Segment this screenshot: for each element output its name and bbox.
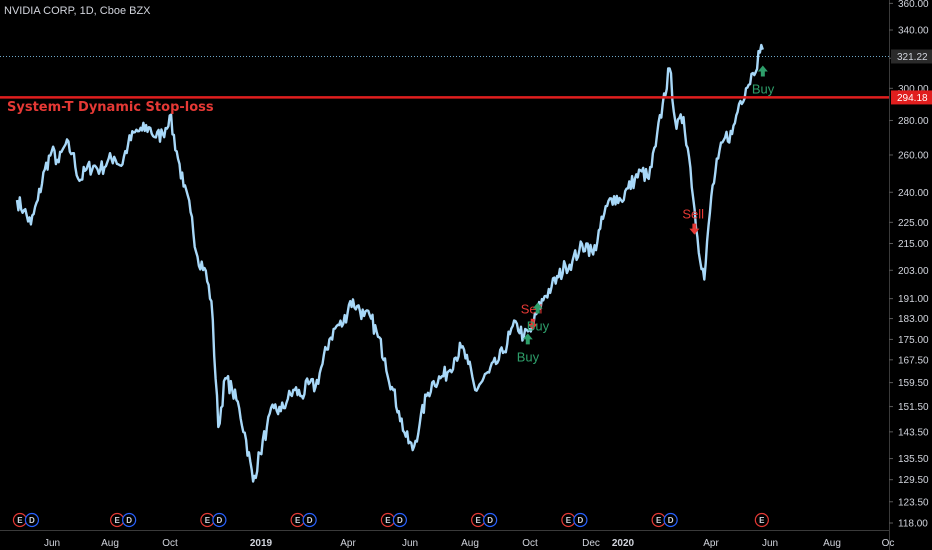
event-marker-label: E	[295, 516, 301, 525]
dividend-icon[interactable]	[212, 512, 227, 528]
event-marker-label: E	[205, 516, 211, 525]
event-marker-label: D	[216, 516, 222, 525]
last-price-tag: 321.22	[897, 52, 928, 63]
y-tick-label: 151.50	[898, 402, 929, 413]
price-tags-group: 321.22 294.18	[891, 49, 932, 105]
event-marker-label: E	[566, 516, 572, 525]
symbol-title[interactable]: NVIDIA CORP, 1D, Cboe BZX	[4, 5, 151, 17]
event-marker-label: D	[307, 516, 313, 525]
x-tick-label: 2019	[250, 538, 273, 549]
x-tick-label: Jun	[44, 538, 60, 549]
earnings-icon[interactable]	[754, 512, 769, 528]
y-tick-label: 260.00	[898, 150, 929, 161]
price-series-group	[15, 43, 764, 483]
y-tick-label: 123.50	[898, 497, 929, 508]
dividend-icon[interactable]	[24, 512, 40, 528]
event-marker-label: D	[126, 516, 132, 525]
buy-arrow-icon	[532, 302, 543, 314]
event-marker-label: D	[487, 516, 493, 525]
sell-arrow-icon	[527, 318, 538, 330]
x-tick-label: Aug	[823, 538, 841, 549]
y-tick-label: 240.00	[898, 188, 929, 199]
stop-loss-tag: 294.18	[897, 93, 928, 104]
event-marker-label: E	[475, 516, 481, 525]
level-lines-group	[0, 55, 889, 99]
dividend-icon[interactable]	[483, 512, 498, 528]
sell-arrow-icon	[689, 223, 700, 235]
y-tick-label: 167.50	[898, 355, 929, 366]
x-tick-label: Dec	[582, 538, 600, 549]
event-marker-label: D	[397, 516, 403, 525]
x-tick-label: Oct	[162, 538, 178, 549]
stop-loss-tag-bg	[891, 90, 932, 105]
x-tick-label: Aug	[461, 538, 479, 549]
x-tick-label: Oct	[522, 538, 538, 549]
event-marker-label: D	[29, 516, 35, 525]
y-tick-label: 135.50	[898, 454, 929, 465]
dividend-icon[interactable]	[573, 512, 588, 528]
stop-loss-annotation: System-T Dynamic Stop-loss	[7, 100, 214, 115]
x-axis[interactable]: Jun Aug Oct 2019 Apr Jun Aug Oct Dec 2020 Apr Jun Au…	[44, 538, 894, 549]
last-price-tag-bg	[891, 49, 932, 64]
y-tick-label: 340.00	[898, 26, 929, 37]
x-tick-label: 2020	[612, 538, 635, 549]
y-tick-label: 159.50	[898, 378, 929, 389]
y-tick-label: 360.00	[898, 0, 929, 10]
sell-signal-label: Sell	[682, 207, 704, 222]
dividend-icon[interactable]	[302, 512, 317, 528]
buy-arrow-icon	[757, 65, 768, 77]
y-tick-label: 225.00	[898, 218, 929, 229]
buy-arrow-icon	[522, 333, 533, 345]
y-tick-label: 203.00	[898, 266, 929, 277]
event-marker-label: E	[114, 516, 120, 525]
y-tick-label: 300.00	[898, 84, 929, 95]
buy-signal-label: Buy	[527, 319, 550, 334]
y-tick-label: 191.00	[898, 294, 929, 305]
y-tick-label: 129.50	[898, 475, 929, 486]
buy-signal-label: Buy	[517, 349, 540, 364]
event-marker-label: E	[759, 516, 765, 525]
x-tick-label: Apr	[703, 538, 719, 549]
x-tick-label: Apr	[340, 538, 356, 549]
dividend-icon[interactable]	[392, 512, 407, 528]
buy-signal-label: Buy	[752, 82, 775, 97]
x-tick-label: Aug	[101, 538, 119, 549]
y-tick-label: 183.00	[898, 314, 929, 325]
event-marker-label: E	[385, 516, 391, 525]
price-line	[15, 43, 764, 483]
y-tick-label: 215.00	[898, 239, 929, 250]
y-tick-label: 175.00	[898, 335, 929, 346]
event-marker-label: D	[578, 516, 584, 525]
x-tick-label: Jun	[402, 538, 418, 549]
event-marker-label: E	[17, 516, 23, 525]
y-tick-label: 280.00	[898, 116, 929, 127]
dividend-icon[interactable]	[122, 512, 137, 528]
dividend-icon[interactable]	[663, 512, 678, 528]
x-tick-label: Oc	[882, 538, 895, 549]
event-marker-label: D	[668, 516, 674, 525]
x-tick-label: Jun	[762, 538, 778, 549]
y-tick-label: 118.00	[898, 519, 928, 530]
event-marker-label: E	[656, 516, 662, 525]
y-tick-label: 143.50	[898, 427, 929, 438]
